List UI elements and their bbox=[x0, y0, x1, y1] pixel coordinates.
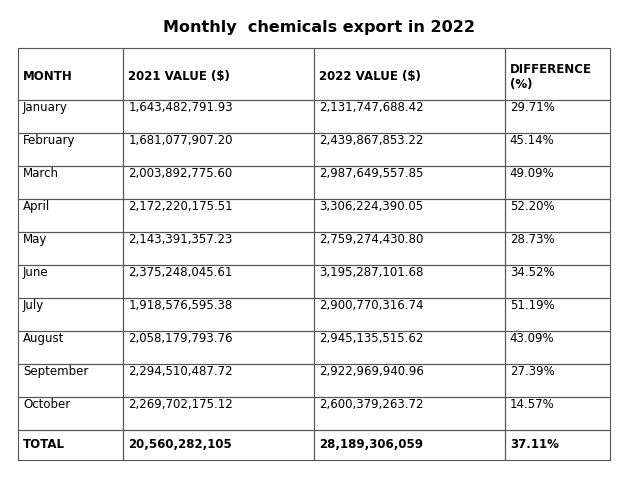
Text: July: July bbox=[23, 299, 44, 312]
Text: October: October bbox=[23, 398, 70, 411]
Text: September: September bbox=[23, 365, 89, 378]
Text: 3,195,287,101.68: 3,195,287,101.68 bbox=[319, 266, 424, 279]
Text: June: June bbox=[23, 266, 48, 279]
Text: 2,375,248,045.61: 2,375,248,045.61 bbox=[128, 266, 233, 279]
Text: 2,294,510,487.72: 2,294,510,487.72 bbox=[128, 365, 233, 378]
Text: March: March bbox=[23, 167, 59, 180]
Text: TOTAL: TOTAL bbox=[23, 439, 65, 452]
Text: 2,269,702,175.12: 2,269,702,175.12 bbox=[128, 398, 233, 411]
Text: February: February bbox=[23, 134, 75, 147]
Text: 28,189,306,059: 28,189,306,059 bbox=[319, 439, 423, 452]
Text: 2,439,867,853.22: 2,439,867,853.22 bbox=[319, 134, 424, 147]
Text: 3,306,224,390.05: 3,306,224,390.05 bbox=[319, 200, 423, 213]
Text: 2021 VALUE ($): 2021 VALUE ($) bbox=[128, 70, 230, 83]
Text: 2022 VALUE ($): 2022 VALUE ($) bbox=[319, 70, 421, 83]
Text: 2,172,220,175.51: 2,172,220,175.51 bbox=[128, 200, 233, 213]
Text: 52.20%: 52.20% bbox=[510, 200, 554, 213]
Text: Monthly  chemicals export in 2022: Monthly chemicals export in 2022 bbox=[163, 20, 475, 35]
Text: 2,922,969,940.96: 2,922,969,940.96 bbox=[319, 365, 424, 378]
Text: MONTH: MONTH bbox=[23, 70, 73, 83]
Text: April: April bbox=[23, 200, 50, 213]
Text: 2,143,391,357.23: 2,143,391,357.23 bbox=[128, 233, 233, 246]
Text: 49.09%: 49.09% bbox=[510, 167, 554, 180]
Text: 2,131,747,688.42: 2,131,747,688.42 bbox=[319, 101, 424, 114]
Text: 2,759,274,430.80: 2,759,274,430.80 bbox=[319, 233, 424, 246]
Text: 51.19%: 51.19% bbox=[510, 299, 554, 312]
Text: 37.11%: 37.11% bbox=[510, 439, 558, 452]
Text: DIFFERENCE
(%): DIFFERENCE (%) bbox=[510, 62, 591, 91]
Text: 34.52%: 34.52% bbox=[510, 266, 554, 279]
Text: 1,643,482,791.93: 1,643,482,791.93 bbox=[128, 101, 233, 114]
Text: 2,900,770,316.74: 2,900,770,316.74 bbox=[319, 299, 424, 312]
Text: 28.73%: 28.73% bbox=[510, 233, 554, 246]
Text: 14.57%: 14.57% bbox=[510, 398, 554, 411]
Text: August: August bbox=[23, 332, 64, 345]
Text: 2,987,649,557.85: 2,987,649,557.85 bbox=[319, 167, 424, 180]
Text: 29.71%: 29.71% bbox=[510, 101, 554, 114]
Text: May: May bbox=[23, 233, 47, 246]
Text: 45.14%: 45.14% bbox=[510, 134, 554, 147]
Text: 1,681,077,907.20: 1,681,077,907.20 bbox=[128, 134, 233, 147]
Text: 27.39%: 27.39% bbox=[510, 365, 554, 378]
Text: 43.09%: 43.09% bbox=[510, 332, 554, 345]
Text: 20,560,282,105: 20,560,282,105 bbox=[128, 439, 232, 452]
Text: 2,058,179,793.76: 2,058,179,793.76 bbox=[128, 332, 233, 345]
Text: January: January bbox=[23, 101, 68, 114]
Text: 1,918,576,595.38: 1,918,576,595.38 bbox=[128, 299, 233, 312]
Text: 2,003,892,775.60: 2,003,892,775.60 bbox=[128, 167, 233, 180]
Text: 2,945,135,515.62: 2,945,135,515.62 bbox=[319, 332, 424, 345]
Text: 2,600,379,263.72: 2,600,379,263.72 bbox=[319, 398, 424, 411]
